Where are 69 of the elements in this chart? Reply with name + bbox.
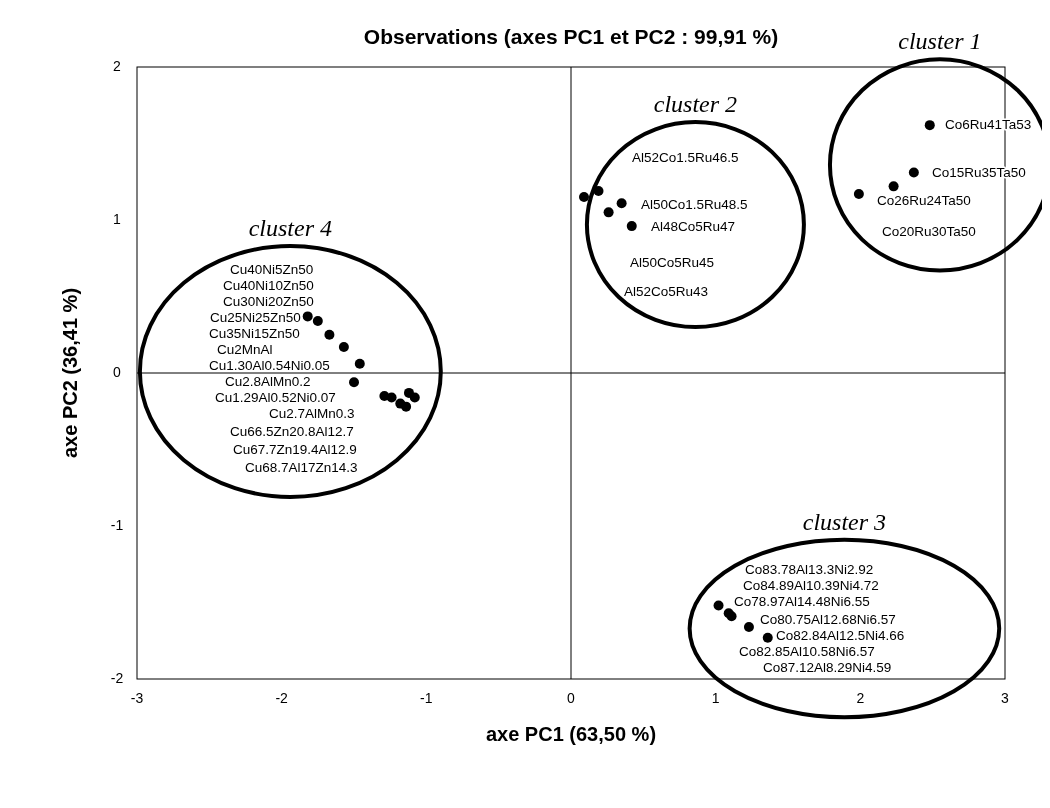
annotation: Cu1.30Al0.54Ni0.05 bbox=[209, 357, 330, 373]
point bbox=[338, 341, 349, 352]
annotation: Co82.84Al12.5Ni4.66 bbox=[776, 627, 905, 643]
x-tick-label: -3 bbox=[130, 690, 144, 706]
annotation: Co6Ru41Ta53 bbox=[945, 116, 1032, 132]
y-tick-label: -1 bbox=[110, 516, 124, 533]
point bbox=[853, 188, 864, 199]
point bbox=[349, 377, 359, 388]
annotation: cluster 2 bbox=[653, 91, 738, 118]
annotation: Co15Ru35Ta50 bbox=[932, 164, 1026, 180]
annotation: Cu30Ni20Zn50 bbox=[223, 293, 314, 309]
x-tick-label: -2 bbox=[275, 690, 289, 706]
x-axis-title: axe PC1 (63,50 %) bbox=[485, 723, 657, 745]
annotation: Co20Ru30Ta50 bbox=[882, 223, 976, 239]
annotation: Cu25Ni25Zn50 bbox=[210, 309, 301, 325]
chart-title: Observations (axes PC1 et PC2 : 99,91 %) bbox=[363, 25, 779, 48]
annotation: Cu35Ni15Zn50 bbox=[209, 325, 300, 341]
point bbox=[324, 329, 335, 340]
annotation: Co87.12Al8.29Ni4.59 bbox=[763, 659, 892, 675]
point bbox=[924, 120, 935, 131]
annotation: Al48Co5Ru47 bbox=[651, 218, 736, 234]
x-tick-label: -1 bbox=[420, 690, 433, 706]
point bbox=[409, 392, 420, 403]
annotation: Cu1.29Al0.52Ni0.07 bbox=[215, 389, 336, 405]
point bbox=[626, 221, 637, 232]
annotation: Co83.78Al13.3Ni2.92 bbox=[745, 561, 874, 577]
text: cluster 1 bbox=[898, 28, 982, 55]
y-axis-title: axe PC2 (36,41 %) bbox=[59, 287, 81, 459]
annotation: Al50Co1.5Ru48.5 bbox=[641, 196, 748, 212]
point bbox=[616, 198, 627, 209]
y-tick-label: 0 bbox=[113, 363, 122, 380]
annotation: Cu40Ni10Zn50 bbox=[223, 277, 314, 293]
point bbox=[743, 621, 754, 632]
annotation: Co80.75Al12.68Ni6.57 bbox=[760, 611, 896, 627]
point bbox=[762, 632, 773, 643]
annotation: Cu2.8AlMn0.2 bbox=[225, 373, 311, 389]
annotation: cluster 4 bbox=[248, 215, 333, 242]
annotation: cluster 3 bbox=[802, 508, 887, 535]
point bbox=[302, 311, 313, 322]
annotation: Al52Co1.5Ru46.5 bbox=[632, 149, 739, 165]
point bbox=[401, 401, 412, 412]
x-tick-label: 0 bbox=[567, 690, 576, 706]
point bbox=[888, 181, 899, 192]
x-tick-label: 1 bbox=[711, 690, 720, 706]
annotation: Co84.89Al10.39Ni4.72 bbox=[743, 577, 879, 593]
annotation: Co82.85Al10.58Ni6.57 bbox=[739, 643, 875, 659]
annotation: Al52Co5Ru43 bbox=[624, 283, 709, 299]
annotation: Cu66.5Zn20.8Al12.7 bbox=[230, 423, 354, 439]
y-tick-label: 2 bbox=[113, 57, 122, 74]
annotation: Cu2MnAl bbox=[217, 341, 273, 357]
point bbox=[593, 185, 604, 196]
point bbox=[312, 315, 323, 326]
y-tick-label: 1 bbox=[113, 210, 122, 227]
y-tick-label: -2 bbox=[110, 669, 124, 686]
annotation: Cu68.7Al17Zn14.3 bbox=[245, 459, 358, 475]
x-tick-label: 3 bbox=[1001, 690, 1010, 706]
annotation: Al50Co5Ru45 bbox=[630, 254, 715, 270]
point bbox=[354, 358, 365, 369]
point bbox=[386, 392, 397, 403]
annotation: Co78.97Al14.48Ni6.55 bbox=[734, 593, 870, 609]
annotation: Cu40Ni5Zn50 bbox=[230, 261, 314, 277]
annotation: Cu67.7Zn19.4Al12.9 bbox=[233, 441, 357, 457]
x-tick-label: 2 bbox=[856, 690, 865, 706]
point bbox=[908, 167, 919, 178]
annotation: Co26Ru24Ta50 bbox=[877, 192, 971, 208]
point bbox=[713, 600, 724, 611]
point bbox=[603, 207, 614, 218]
annotation: Cu2.7AlMn0.3 bbox=[269, 405, 355, 421]
point bbox=[579, 192, 590, 203]
